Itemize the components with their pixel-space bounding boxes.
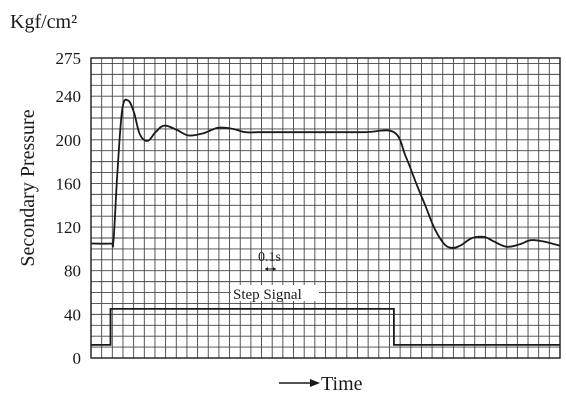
time-scale-arrow-right xyxy=(273,267,276,271)
time-scale-annotation: 0.1s xyxy=(258,250,281,271)
plot-frame xyxy=(90,57,561,359)
time-scale-arrow-left xyxy=(265,267,268,271)
time-scale-label: 0.1s xyxy=(258,250,281,265)
step-signal-line xyxy=(91,308,560,346)
y-tick-label: 275 xyxy=(56,49,82,68)
y-tick-label: 200 xyxy=(56,131,82,150)
y-tick-label: 240 xyxy=(56,87,82,106)
y-ticks: 0 40 80 120 160 200 240 275 xyxy=(56,49,82,368)
step-label-background xyxy=(231,285,319,301)
y-tick-label: 0 xyxy=(73,349,82,368)
y-tick-label: 160 xyxy=(56,174,82,193)
grid xyxy=(91,58,560,358)
y-tick-label: 80 xyxy=(64,262,81,281)
time-axis-indicator: Time xyxy=(279,373,363,395)
step-signal-label: Step Signal xyxy=(233,287,302,303)
y-tick-label: 40 xyxy=(64,305,81,324)
x-axis-label: Time xyxy=(321,373,363,395)
unit-label: Kgf/cm² xyxy=(10,11,77,33)
y-axis-label: Secondary Pressure xyxy=(17,109,39,266)
pressure-series-line xyxy=(90,98,561,249)
time-arrow-head xyxy=(310,379,320,387)
y-tick-label: 120 xyxy=(56,218,82,237)
